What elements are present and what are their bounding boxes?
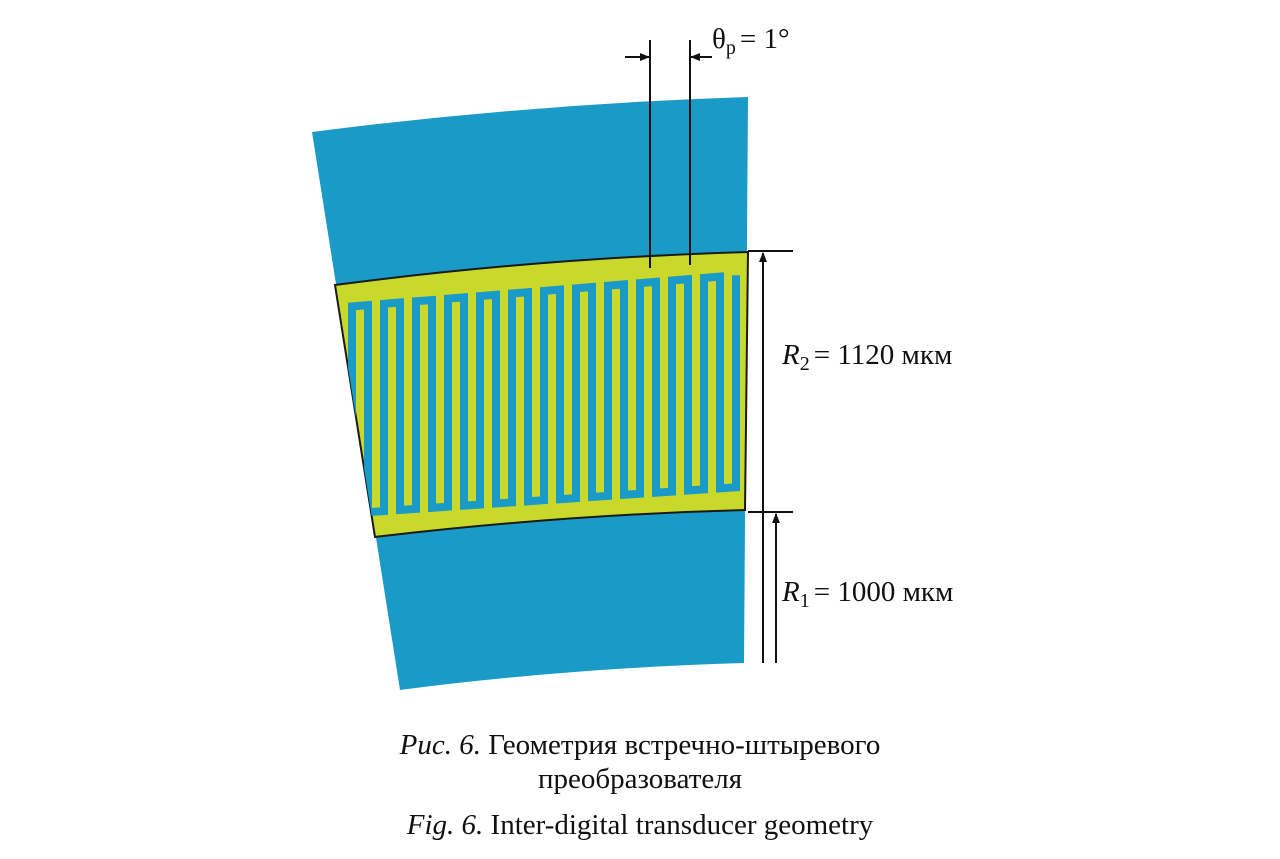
r1-label: R1 = 1000 мкм xyxy=(781,576,953,612)
caption-ru: Рис. 6. Геометрия встречно-штыревого xyxy=(399,729,881,761)
caption-en: Fig. 6. Inter-digital transducer geometr… xyxy=(406,809,874,841)
theta-label: θp = 1° xyxy=(712,23,790,59)
r2-label: R2 = 1120 мкм xyxy=(781,339,952,375)
dimension-lines xyxy=(625,40,793,663)
electrode-meander xyxy=(348,272,740,537)
electrode-path xyxy=(348,272,740,537)
caption-ru-2: преобразователя xyxy=(538,763,742,795)
